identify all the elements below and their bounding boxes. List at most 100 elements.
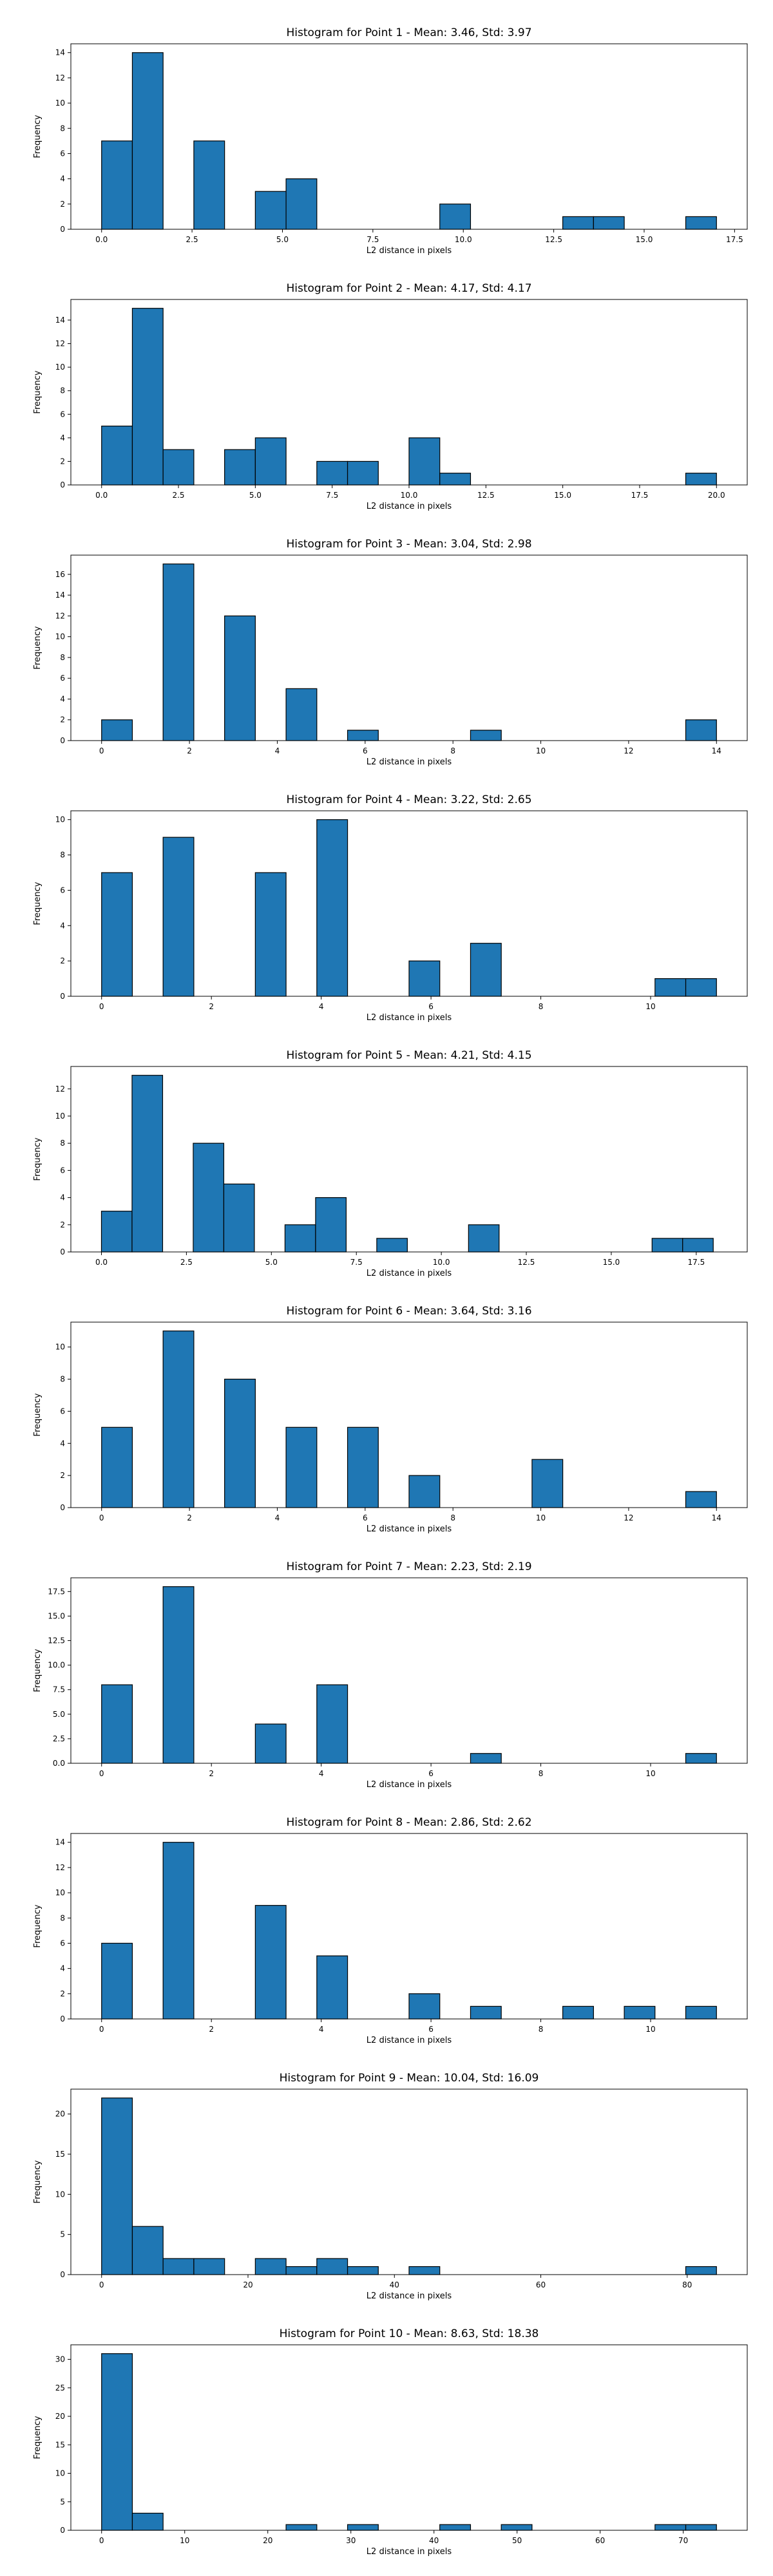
x-tick-label: 8 <box>539 1002 544 1011</box>
y-tick-label: 10 <box>55 2469 65 2478</box>
histogram-bar <box>193 2258 225 2275</box>
y-tick-label: 5.0 <box>53 1710 65 1719</box>
plot-frame <box>70 554 748 741</box>
y-tick-label: 14 <box>55 48 65 57</box>
chart-title: Histogram for Point 6 - Mean: 3.64, Std:… <box>286 1305 531 1318</box>
histogram-bar <box>131 2226 164 2275</box>
x-tick-label: 8 <box>539 1769 544 1778</box>
histogram-bar <box>347 460 379 486</box>
plot-frame <box>70 1577 748 1764</box>
histogram-point-3: Histogram for Point 3 - Mean: 3.04, Std:… <box>33 538 748 767</box>
histogram-bar <box>131 52 164 230</box>
y-axis-label: Frequency <box>33 1393 43 1436</box>
y-tick-label: 14 <box>55 316 65 325</box>
x-tick-label: 12 <box>624 1513 633 1522</box>
x-axis-label: L2 distance in pixels <box>367 246 452 256</box>
x-axis-label: L2 distance in pixels <box>367 1269 452 1278</box>
histogram-bar <box>347 730 379 741</box>
histogram-bar <box>224 1378 256 1508</box>
histogram-bar <box>101 872 133 997</box>
histogram-bar <box>316 1684 348 1764</box>
histogram-bar <box>562 2005 594 2020</box>
x-tick-label: 0 <box>99 2025 104 2034</box>
x-tick-label: 0 <box>99 1769 104 1778</box>
histogram-bar <box>501 2524 533 2531</box>
y-tick-label: 2 <box>60 715 65 724</box>
x-tick-label: 50 <box>512 2536 522 2545</box>
y-tick-label: 6 <box>60 886 65 895</box>
x-tick-label: 20 <box>263 2536 272 2545</box>
histogram-bar <box>162 1331 195 1508</box>
x-tick-label: 4 <box>275 746 280 755</box>
x-tick-label: 40 <box>429 2536 439 2545</box>
x-tick-label: 2 <box>187 746 192 755</box>
x-tick-label: 2 <box>209 1769 214 1778</box>
histogram-bar <box>408 960 441 997</box>
x-tick-label: 17.5 <box>687 1258 705 1267</box>
x-tick-label: 0 <box>99 1513 104 1522</box>
y-tick-label: 2 <box>60 1989 65 1998</box>
histogram-bar <box>593 216 625 230</box>
histogram-bar <box>685 1753 717 1764</box>
plot-frame <box>70 43 748 230</box>
x-tick-label: 8 <box>450 746 455 755</box>
y-tick-label: 0 <box>60 992 65 1001</box>
y-tick-label: 4 <box>60 433 65 442</box>
y-tick-label: 0 <box>60 225 65 234</box>
chart-title: Histogram for Point 2 - Mean: 4.17, Std:… <box>286 282 531 295</box>
histogram-bar <box>101 2098 133 2275</box>
histogram-bar <box>531 1459 564 1508</box>
histogram-bar <box>408 2266 441 2275</box>
x-tick-label: 0 <box>99 2536 104 2545</box>
histogram-bar <box>101 1684 133 1764</box>
y-tick-label: 12 <box>55 611 65 620</box>
y-tick-label: 0 <box>60 2270 65 2279</box>
histogram-bar <box>408 1475 441 1508</box>
histogram-bar <box>685 216 717 230</box>
y-tick-label: 8 <box>60 386 65 395</box>
x-tick-label: 6 <box>363 746 368 755</box>
histogram-bar <box>347 2524 379 2531</box>
histogram-bar <box>285 178 318 230</box>
y-tick-label: 12.5 <box>48 1636 65 1645</box>
x-tick-label: 2 <box>187 1513 192 1522</box>
histogram-bar <box>439 204 472 230</box>
y-tick-label: 0 <box>60 1503 65 1512</box>
histogram-bar <box>682 1238 714 1253</box>
histogram-bar <box>223 1183 255 1253</box>
y-tick-label: 4 <box>60 175 65 184</box>
y-tick-label: 6 <box>60 1166 65 1175</box>
x-tick-label: 0 <box>99 2280 104 2289</box>
y-tick-label: 4 <box>60 921 65 930</box>
x-tick-label: 10 <box>645 2025 655 2034</box>
y-tick-label: 16 <box>55 570 65 579</box>
histogram-bar <box>101 425 133 486</box>
x-tick-label: 10 <box>536 1513 546 1522</box>
x-tick-label: 2.5 <box>186 235 198 244</box>
histogram-bar <box>685 473 717 486</box>
plot-frame <box>70 1066 748 1253</box>
histogram-bar <box>316 1955 348 2020</box>
x-tick-label: 14 <box>712 746 721 755</box>
histogram-bar <box>162 449 195 486</box>
histogram-bar <box>284 1224 316 1253</box>
y-tick-label: 8 <box>60 1375 65 1384</box>
histogram-bar <box>562 216 594 230</box>
x-tick-label: 0 <box>99 1002 104 1011</box>
y-axis-label: Frequency <box>33 115 43 158</box>
histogram-bar <box>624 2005 656 2020</box>
x-tick-label: 20.0 <box>708 491 725 500</box>
plot-frame <box>70 810 748 997</box>
plot-frame <box>70 1833 748 2020</box>
x-tick-label: 4 <box>319 1002 324 1011</box>
x-tick-label: 12 <box>624 746 633 755</box>
y-tick-label: 0 <box>60 1247 65 1256</box>
histogram-bar <box>101 1426 133 1508</box>
histogram-point-5: Histogram for Point 5 - Mean: 4.21, Std:… <box>33 1049 748 1278</box>
histogram-bar <box>101 140 133 230</box>
y-tick-label: 8 <box>60 1139 65 1148</box>
histogram-point-4: Histogram for Point 4 - Mean: 3.22, Std:… <box>33 793 748 1023</box>
y-tick-label: 12 <box>55 1863 65 1872</box>
x-tick-label: 12.5 <box>518 1258 535 1267</box>
